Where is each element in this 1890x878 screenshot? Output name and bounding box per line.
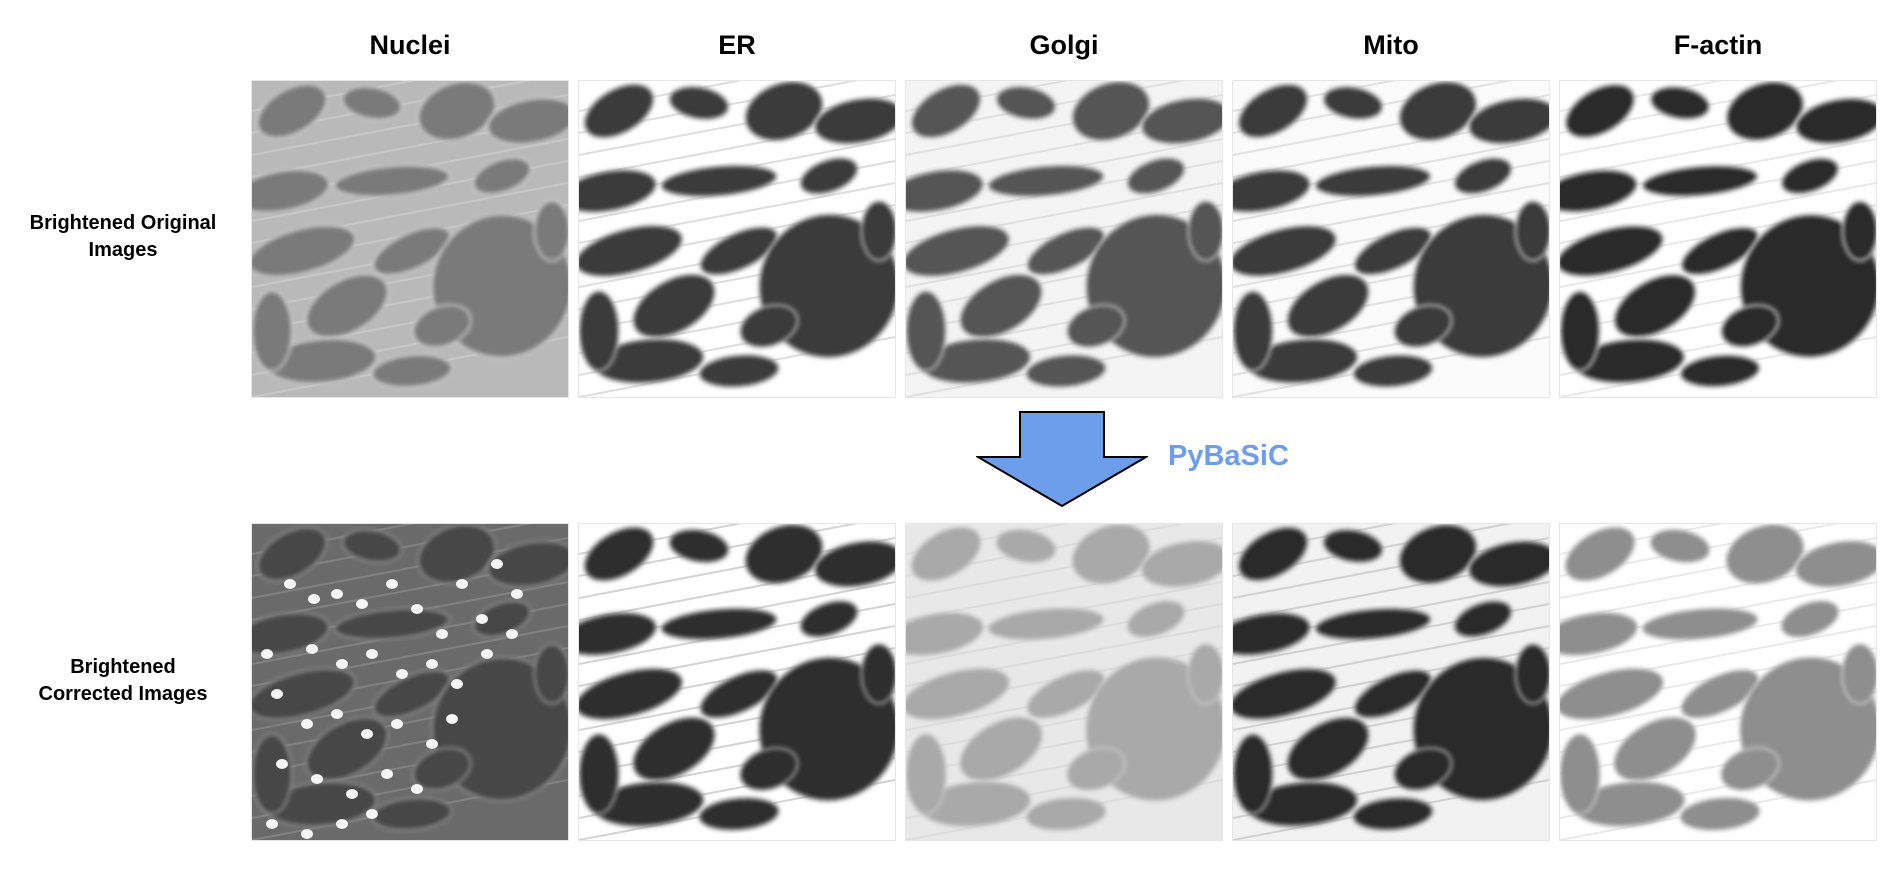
mito-corrected-image-render (1233, 524, 1549, 840)
column-header-golgi: Golgi (1029, 30, 1099, 60)
golgi-original-image-render (906, 81, 1222, 397)
row-label-corrected-line-2: Corrected Images (38, 683, 208, 705)
mito-corrected-image (1232, 523, 1550, 841)
nuclei-original-image (251, 80, 569, 398)
er-corrected-image-render (579, 524, 895, 840)
mito-original-image (1232, 80, 1550, 398)
column-header-nuclei: Nuclei (369, 30, 451, 60)
f-actin-corrected-image (1559, 523, 1877, 841)
f-actin-original-image (1559, 80, 1877, 398)
row-label-original: Brightened Original Images (0, 210, 246, 264)
column-header-f-actin: F-actin (1673, 30, 1763, 60)
er-original-image-render (579, 81, 895, 397)
column-header-mito: Mito (1363, 30, 1419, 60)
f-actin-corrected-image-render (1560, 524, 1876, 840)
row-label-corrected-line-1: Brightened (70, 656, 176, 678)
er-corrected-image (578, 523, 896, 841)
f-actin-original-image-render (1560, 81, 1876, 397)
golgi-original-image (905, 80, 1223, 398)
nuclei-corrected-image-render (252, 524, 568, 840)
column-header-er: ER (718, 30, 756, 60)
golgi-corrected-image-render (906, 524, 1222, 840)
arrow-down-icon (976, 411, 1148, 508)
row-label-corrected: Brightened Corrected Images (0, 654, 246, 708)
nuclei-corrected-image (251, 523, 569, 841)
row-label-original-line-2: Images (88, 239, 158, 261)
nuclei-original-image-render (252, 81, 568, 397)
golgi-corrected-image (905, 523, 1223, 841)
er-original-image (578, 80, 896, 398)
row-label-original-line-1: Brightened Original (29, 212, 217, 234)
mito-original-image-render (1233, 81, 1549, 397)
method-label: PyBaSiC (1168, 440, 1289, 472)
